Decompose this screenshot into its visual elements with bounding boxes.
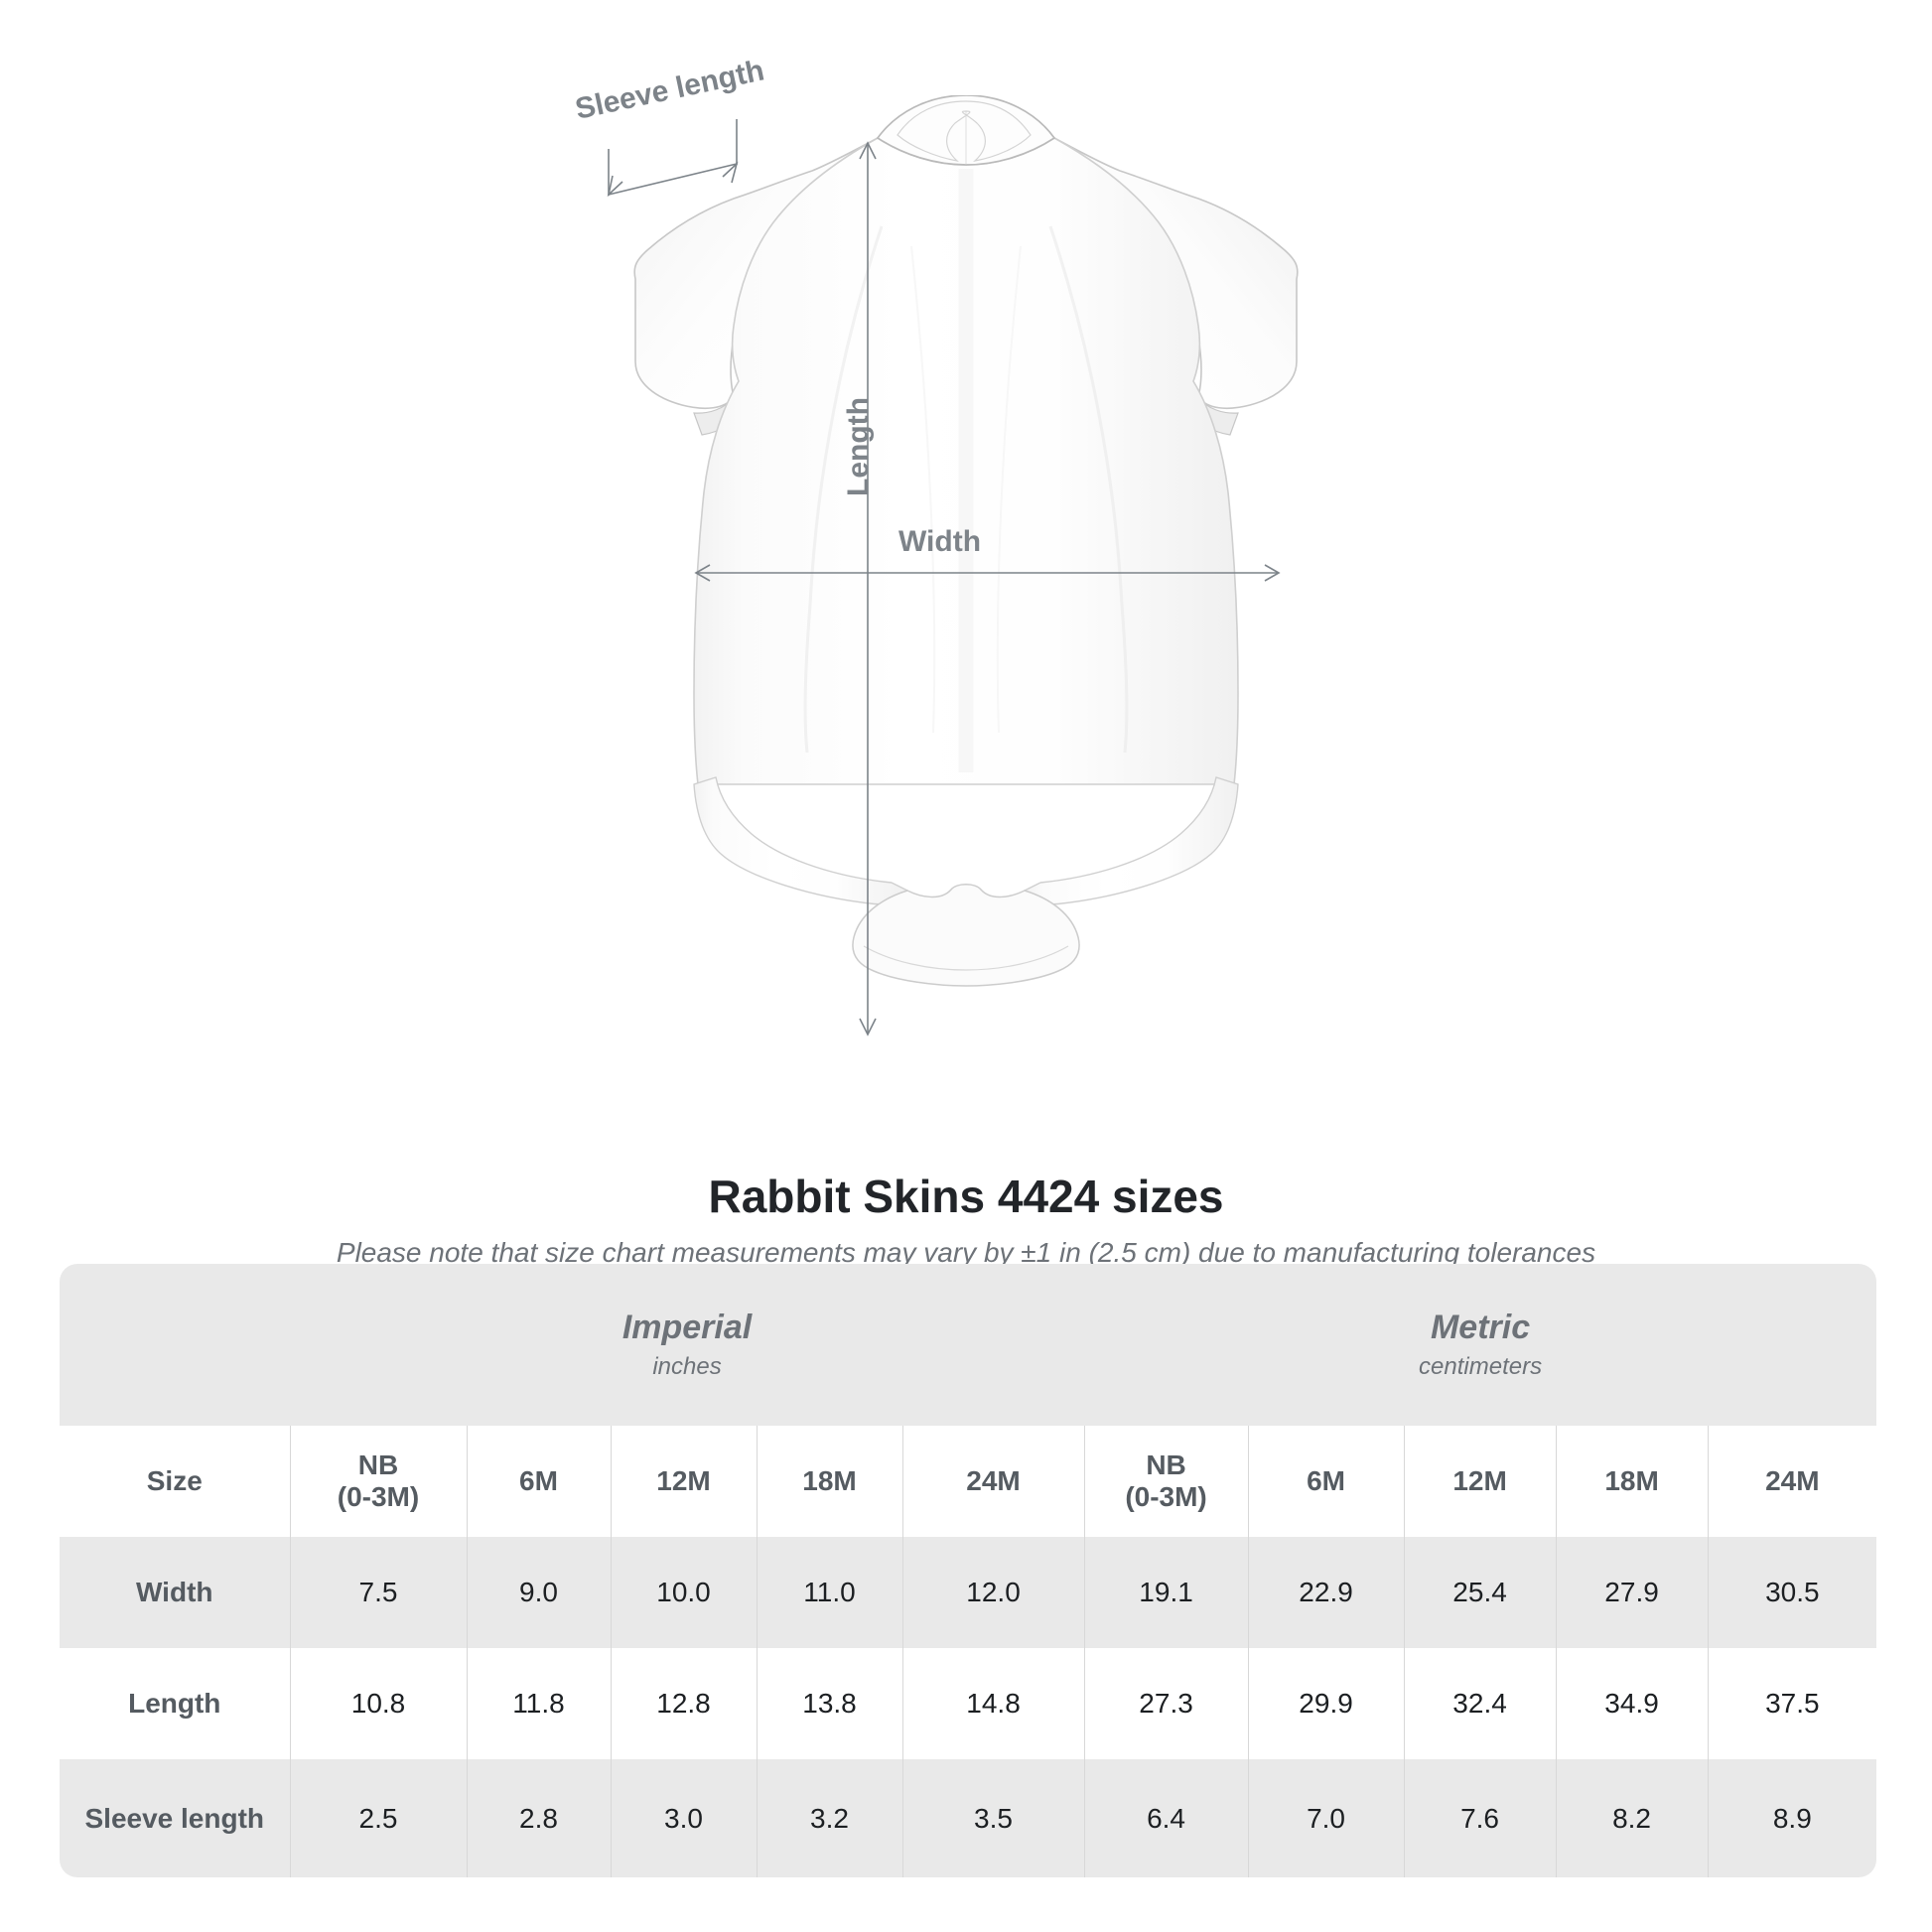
- svg-text:Sleeve length: Sleeve length: [573, 54, 767, 125]
- svg-text:Width: Width: [898, 525, 981, 558]
- svg-text:Length: Length: [842, 397, 875, 496]
